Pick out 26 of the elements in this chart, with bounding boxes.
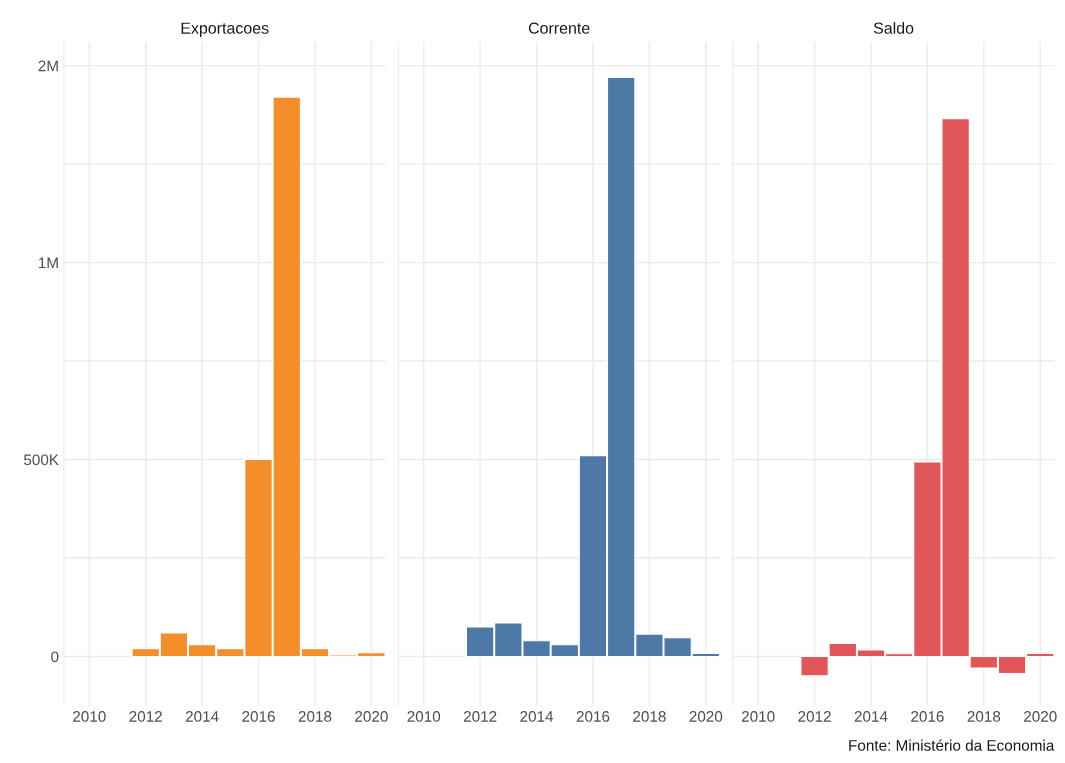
x-tick-label: 2018 xyxy=(633,711,666,722)
x-tick-label: 2020 xyxy=(355,711,388,722)
chart-title: Corrente xyxy=(528,22,590,34)
x-tick-label: 2020 xyxy=(1024,711,1057,722)
y-tick-label: 500K xyxy=(23,454,59,466)
x-tick-label: 2016 xyxy=(576,711,610,722)
y-tick-label: 1M xyxy=(38,257,58,269)
x-tick-label: 2016 xyxy=(242,711,275,722)
x-tick-label: 2010 xyxy=(73,711,106,722)
x-tick-label: 2010 xyxy=(407,711,441,722)
x-tick-label: 2012 xyxy=(129,711,162,722)
x-tick-label: 2010 xyxy=(741,711,775,722)
chart-title: Exportacoes xyxy=(181,22,269,37)
x-tick-label: 2018 xyxy=(967,711,1001,722)
x-tick-label: 2012 xyxy=(463,711,497,722)
chart-title: Saldo xyxy=(873,22,914,34)
x-tick-label: 2012 xyxy=(798,711,831,722)
x-tick-label: 2018 xyxy=(298,711,332,722)
source-note: Fonte: Ministério da Economia xyxy=(849,739,1055,751)
x-tick-label: 2014 xyxy=(520,711,554,722)
y-tick-label: 2M xyxy=(38,60,58,72)
x-tick-label: 2014 xyxy=(185,711,219,722)
x-tick-label: 2020 xyxy=(689,711,723,722)
x-tick-label: 2016 xyxy=(911,711,944,722)
x-tick-label: 2014 xyxy=(854,711,888,722)
y-tick-label: 0 xyxy=(51,651,59,663)
